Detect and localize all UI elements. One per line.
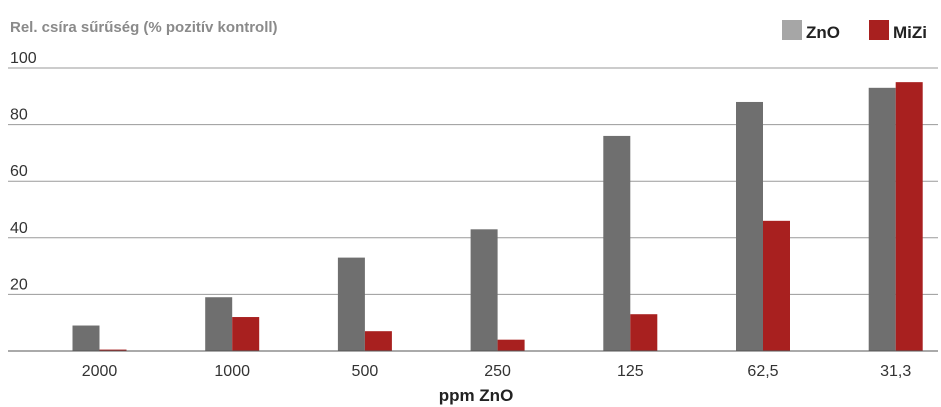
y-axis-title: Rel. csíra sűrűség (% pozitív kontroll) bbox=[10, 19, 278, 36]
bar-mizi-1000 bbox=[232, 317, 260, 351]
legend: ZnO MiZi bbox=[782, 20, 927, 42]
bar-zno-1000 bbox=[205, 297, 233, 351]
y-tick-labels: 20 40 60 80 100 bbox=[10, 50, 37, 293]
y-tick-label: 40 bbox=[10, 220, 28, 237]
x-tick-label: 2000 bbox=[82, 363, 118, 380]
bar-zno-31,3 bbox=[868, 87, 896, 351]
bars bbox=[72, 82, 923, 352]
y-tick-label: 60 bbox=[10, 163, 28, 180]
bar-mizi-31,3 bbox=[895, 82, 923, 352]
x-tick-label: 62,5 bbox=[747, 363, 778, 380]
y-tick-label: 20 bbox=[10, 276, 28, 293]
x-tick-label: 31,3 bbox=[880, 363, 911, 380]
legend-label-mizi: MiZi bbox=[893, 23, 927, 42]
legend-swatch-zno bbox=[782, 20, 802, 40]
bar-zno-500 bbox=[337, 257, 365, 351]
x-tick-label: 1000 bbox=[214, 363, 250, 380]
y-tick-label: 80 bbox=[10, 107, 28, 124]
bar-zno-2000 bbox=[72, 325, 100, 351]
bar-mizi-62,5 bbox=[763, 220, 790, 351]
bar-mizi-125 bbox=[630, 314, 658, 351]
bar-mizi-500 bbox=[364, 331, 392, 351]
bar-zno-125 bbox=[603, 135, 631, 351]
bar-zno-62,5 bbox=[736, 101, 763, 352]
x-tick-labels: 2000 1000 500 250 125 62,5 31,3 bbox=[82, 363, 912, 380]
x-tick-label: 250 bbox=[484, 363, 511, 380]
bar-mizi-250 bbox=[497, 339, 525, 351]
legend-swatch-mizi bbox=[869, 20, 889, 40]
legend-label-zno: ZnO bbox=[806, 23, 840, 42]
bar-zno-250 bbox=[470, 229, 498, 351]
x-tick-label: 500 bbox=[352, 363, 379, 380]
y-tick-label: 100 bbox=[10, 50, 37, 67]
x-tick-label: 125 bbox=[617, 363, 644, 380]
x-axis-title: ppm ZnO bbox=[439, 386, 514, 405]
bar-mizi-2000 bbox=[99, 349, 127, 351]
